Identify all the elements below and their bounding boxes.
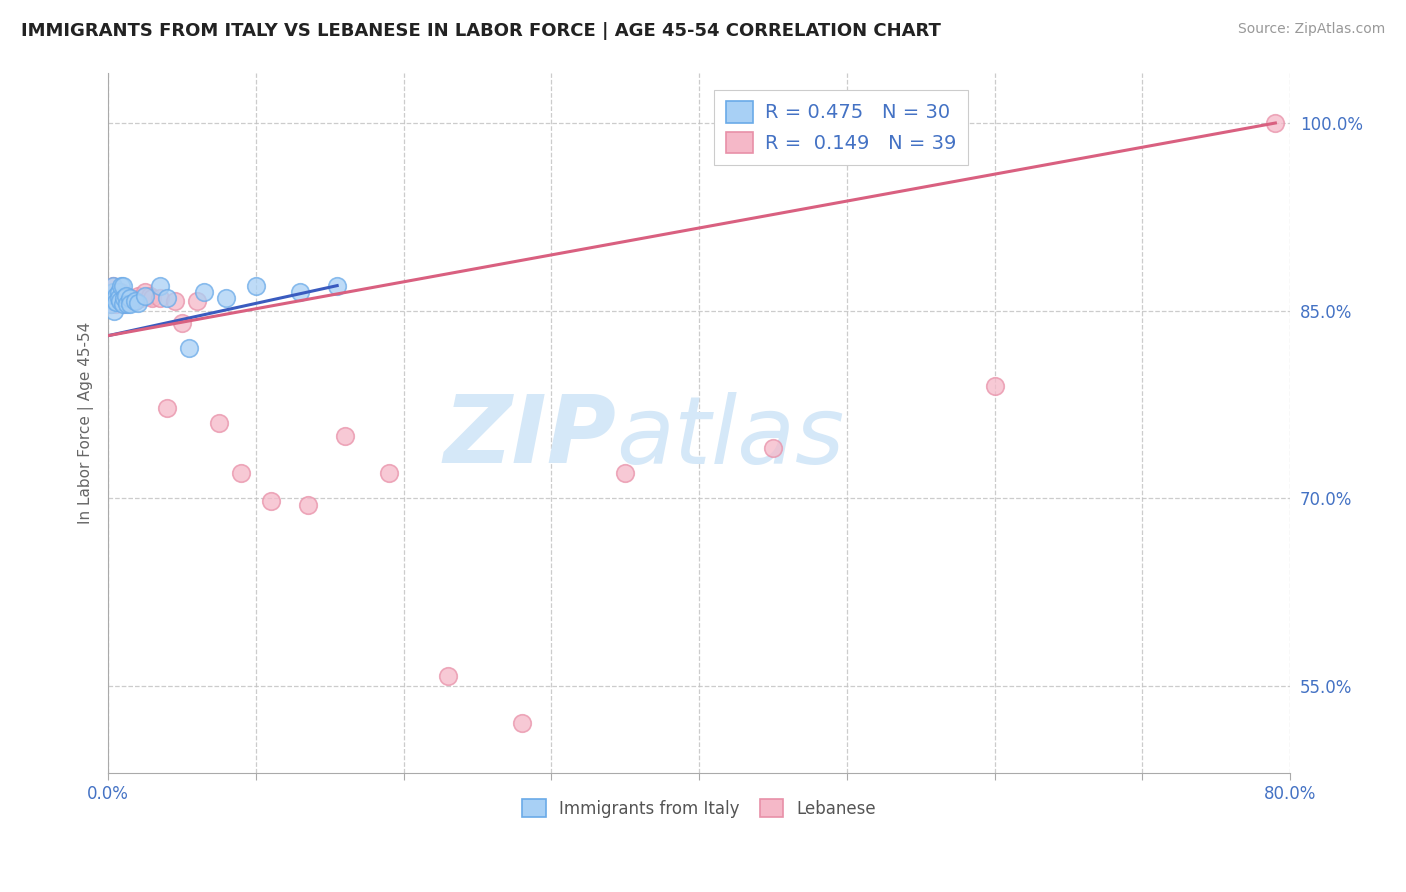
Point — [231, 467, 253, 481]
Point — [117, 297, 139, 311]
Point — [108, 293, 131, 308]
Point — [101, 278, 124, 293]
Text: atlas: atlas — [616, 392, 845, 483]
Point — [149, 278, 172, 293]
Point — [156, 291, 179, 305]
Point — [510, 716, 533, 731]
Point — [115, 293, 138, 308]
Point — [134, 288, 156, 302]
Point — [437, 669, 460, 683]
Point — [127, 296, 149, 310]
Text: IMMIGRANTS FROM ITALY VS LEBANESE IN LABOR FORCE | AGE 45-54 CORRELATION CHART: IMMIGRANTS FROM ITALY VS LEBANESE IN LAB… — [21, 22, 941, 40]
Legend: Immigrants from Italy, Lebanese: Immigrants from Italy, Lebanese — [516, 793, 883, 824]
Point — [104, 288, 127, 302]
Point — [138, 288, 160, 302]
Point — [124, 293, 146, 308]
Point — [112, 297, 135, 311]
Point — [107, 291, 129, 305]
Point — [129, 291, 152, 305]
Point — [107, 285, 129, 299]
Point — [103, 291, 125, 305]
Point — [115, 288, 138, 302]
Point — [105, 288, 128, 302]
Point — [111, 278, 134, 293]
Point — [100, 291, 122, 305]
Point — [149, 291, 172, 305]
Point — [170, 316, 193, 330]
Point — [134, 285, 156, 299]
Point — [983, 378, 1005, 392]
Point — [104, 294, 127, 309]
Point — [186, 293, 208, 308]
Point — [120, 291, 142, 305]
Y-axis label: In Labor Force | Age 45-54: In Labor Force | Age 45-54 — [79, 322, 94, 524]
Point — [101, 285, 124, 299]
Point — [117, 293, 139, 308]
Text: ZIP: ZIP — [443, 392, 616, 483]
Point — [111, 297, 134, 311]
Point — [100, 297, 122, 311]
Point — [101, 278, 124, 293]
Point — [163, 293, 186, 308]
Point — [103, 293, 125, 308]
Point — [378, 467, 401, 481]
Point — [120, 297, 142, 311]
Point — [107, 285, 129, 299]
Point — [290, 285, 312, 299]
Point — [245, 278, 267, 293]
Point — [127, 288, 149, 302]
Point — [762, 441, 785, 455]
Point — [100, 291, 122, 305]
Point — [215, 291, 238, 305]
Point — [108, 291, 131, 305]
Point — [333, 428, 356, 442]
Point — [326, 278, 349, 293]
Text: Source: ZipAtlas.com: Source: ZipAtlas.com — [1237, 22, 1385, 37]
Point — [120, 291, 142, 305]
Point — [101, 285, 124, 299]
Point — [100, 297, 122, 311]
Point — [103, 303, 125, 318]
Point — [141, 291, 163, 305]
Point — [110, 285, 132, 299]
Point — [179, 341, 201, 355]
Point — [110, 278, 132, 293]
Point — [104, 297, 127, 311]
Point — [260, 493, 283, 508]
Point — [112, 291, 135, 305]
Point — [614, 467, 637, 481]
Point — [104, 291, 127, 305]
Point — [124, 293, 146, 308]
Point — [297, 498, 319, 512]
Point — [111, 291, 134, 305]
Point — [1264, 116, 1286, 130]
Point — [208, 416, 231, 430]
Point — [193, 285, 215, 299]
Point — [156, 401, 179, 416]
